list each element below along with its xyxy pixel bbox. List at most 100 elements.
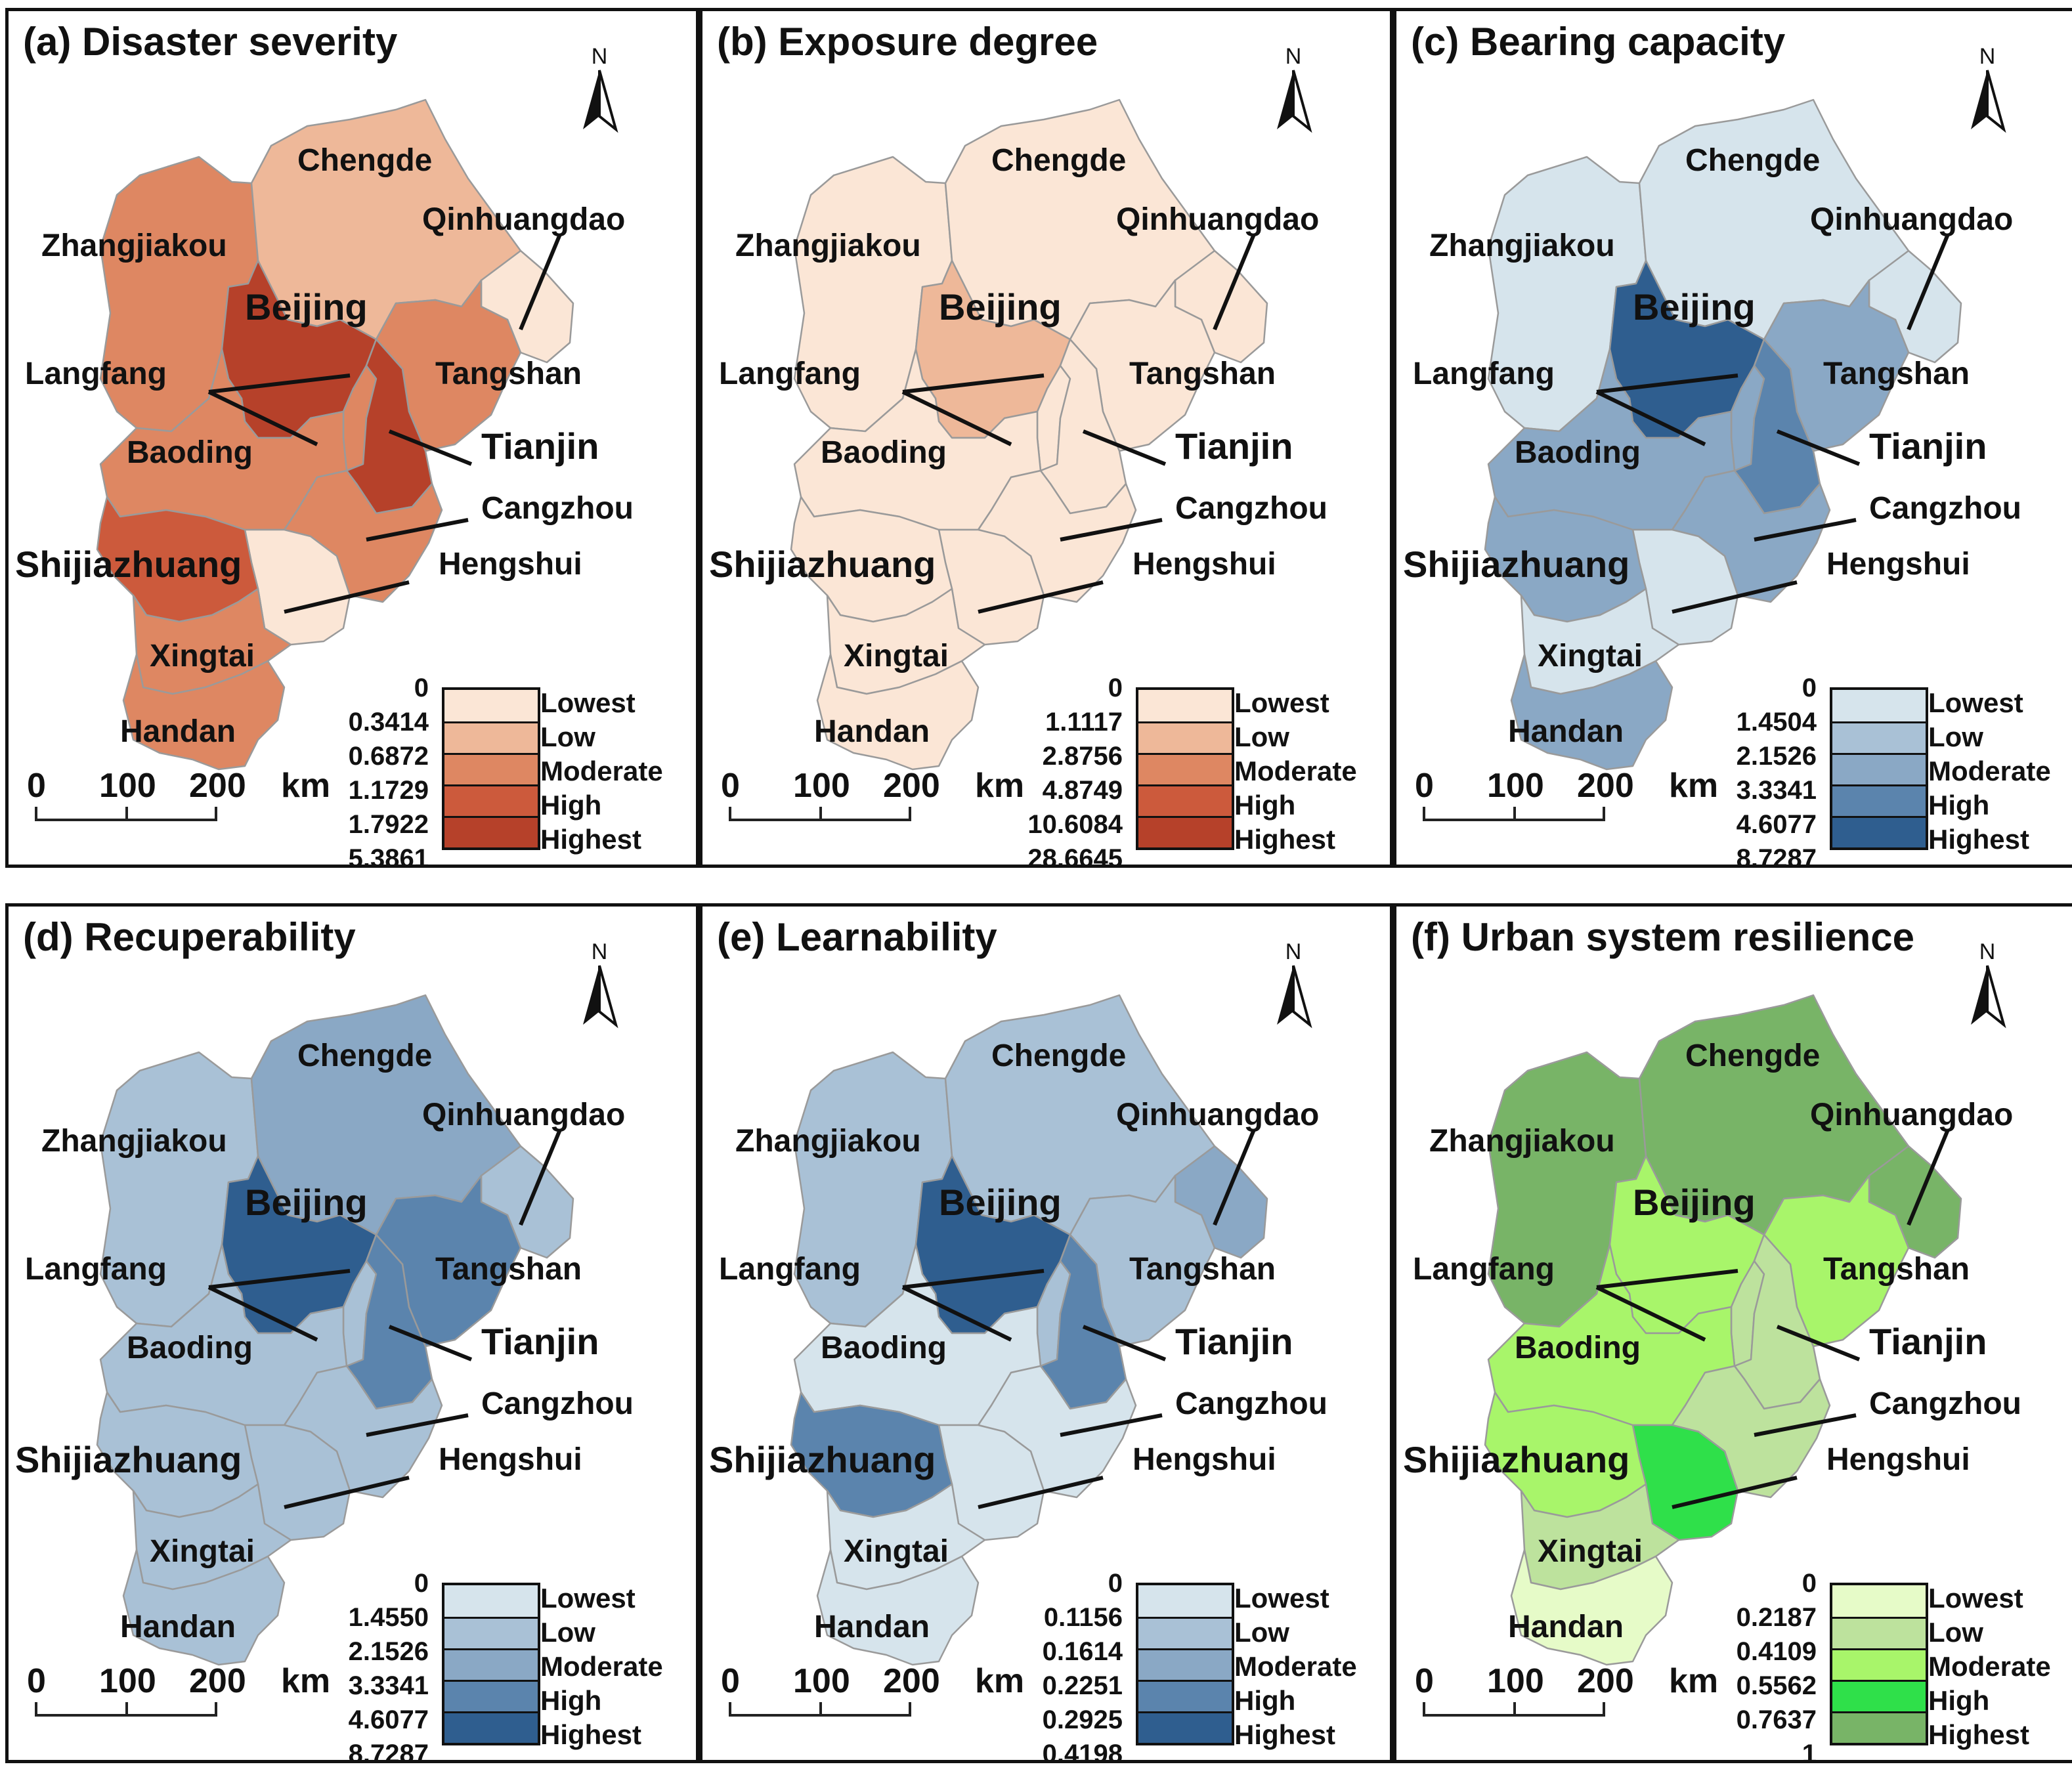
legend-class-label: Moderate (540, 1651, 663, 1682)
label-tianjin: Tianjin (481, 1321, 599, 1362)
leader-line (1060, 518, 1163, 542)
legend-class-label: Highest (1928, 1719, 2030, 1750)
label-tangshan: Tangshan (435, 356, 582, 391)
legend-swatch-4 (1832, 1680, 1926, 1711)
label-beijing: Beijing (245, 1182, 368, 1223)
leader-line (366, 518, 469, 542)
panel-title: (a) Disaster severity (23, 20, 398, 64)
label-qinhuangdao: Qinhuangdao (422, 1098, 626, 1132)
scale-label-100: 100 (99, 1662, 156, 1700)
scale-tick (215, 1702, 217, 1717)
leader-line (901, 390, 1012, 446)
label-hengshui: Hengshui (439, 1442, 582, 1477)
legend-swatch-2 (1832, 721, 1926, 753)
legend-swatch-4 (444, 784, 538, 816)
label-baoding: Baoding (1515, 1331, 1641, 1365)
scale-label-100: 100 (793, 767, 850, 805)
scale-bar: 0 100 200 km (22, 1661, 337, 1740)
leader-line (1907, 1128, 1950, 1226)
leader-line (902, 374, 1045, 394)
scale-unit: km (975, 767, 1025, 805)
legend-break-values: 0 1.4550 2.1526 3.3341 4.6077 8.7287 (317, 1566, 429, 1760)
scale-tick (729, 807, 731, 821)
label-baoding: Baoding (821, 435, 947, 470)
legend-class-label: Low (1234, 721, 1289, 752)
label-zhangjiakou: Zhangjiakou (735, 228, 921, 263)
leader-line (1595, 390, 1706, 446)
scale-label-200: 200 (1577, 767, 1634, 805)
legend-break-value: 28.6645 (1027, 844, 1123, 868)
leader-line (208, 374, 351, 394)
legend-swatch-3 (444, 753, 538, 784)
label-handan: Handan (120, 1610, 236, 1644)
legend-swatch-1 (1138, 690, 1232, 721)
legend-break-value: 1.7922 (348, 810, 429, 839)
north-label: N (1285, 939, 1302, 964)
leader-line (1082, 1325, 1167, 1361)
label-langfang: Langfang (1413, 356, 1555, 391)
label-tianjin: Tianjin (1869, 1321, 1987, 1362)
legend-class-labels: Lowest Low Moderate High Highest (540, 1581, 663, 1752)
legend-class-labels: Lowest Low Moderate High Highest (1234, 1581, 1357, 1752)
legend-class-label: Lowest (1234, 1583, 1329, 1614)
leader-line (207, 390, 318, 446)
legend-break-value: 4.8749 (1042, 776, 1123, 805)
scale-label-0: 0 (721, 767, 740, 805)
legend-swatch-2 (1832, 1617, 1926, 1648)
label-zhangjiakou: Zhangjiakou (41, 1124, 227, 1159)
region-map (790, 994, 1268, 1666)
label-qinhuangdao: Qinhuangdao (422, 202, 626, 237)
region-handan (122, 1549, 286, 1666)
legend-break-value: 4.6077 (1736, 810, 1817, 839)
label-chengde: Chengde (991, 1038, 1127, 1073)
scale-label-0: 0 (721, 1662, 740, 1700)
legend-class-label: Highest (1234, 1719, 1336, 1750)
label-handan: Handan (814, 714, 930, 749)
label-handan: Handan (120, 714, 236, 749)
region-handan (816, 653, 980, 771)
legend-break-value: 10.6084 (1027, 810, 1123, 839)
region-map (96, 994, 574, 1666)
region-map (96, 98, 574, 771)
legend-class-label: Highest (540, 824, 642, 855)
label-cangzhou: Cangzhou (1175, 491, 1327, 526)
label-tianjin: Tianjin (1175, 1321, 1293, 1362)
scale-bar: 0 100 200 km (716, 766, 1031, 845)
legend-swatches (1830, 687, 1928, 850)
panel-d: (d) Recuperability Chengde Qinhuangdao Z… (5, 903, 699, 1763)
legend-swatch-5 (1832, 1711, 1926, 1743)
leader-line (388, 1325, 473, 1361)
legend-class-label: Low (540, 721, 595, 752)
legend-swatches (442, 1583, 540, 1745)
label-cangzhou: Cangzhou (481, 491, 634, 526)
label-tianjin: Tianjin (481, 425, 599, 467)
legend-break-value: 1 (1802, 1740, 1817, 1763)
label-tangshan: Tangshan (1823, 1252, 1970, 1287)
label-xingtai: Xingtai (150, 639, 255, 674)
scale-unit: km (281, 767, 331, 805)
label-tianjin: Tianjin (1869, 425, 1987, 467)
panel-e: (e) Learnability Chengde Qinhuangdao Zha… (699, 903, 1393, 1763)
north-arrow-icon: N (1964, 44, 2010, 142)
scale-label-200: 200 (883, 767, 940, 805)
label-langfang: Langfang (25, 1252, 167, 1287)
region-map (790, 98, 1268, 771)
scale-label-100: 100 (793, 1662, 850, 1700)
label-tangshan: Tangshan (435, 1252, 582, 1287)
legend-class-labels: Lowest Low Moderate High Highest (1928, 1581, 2051, 1752)
region-map (1484, 98, 1962, 771)
label-langfang: Langfang (719, 356, 861, 391)
scale-bar: 0 100 200 km (716, 1661, 1031, 1740)
legend-swatch-2 (444, 1617, 538, 1648)
leader-line (902, 1269, 1045, 1289)
legend-swatch-2 (444, 721, 538, 753)
panel-a: (a) Disaster severity Chengde Qinhuangda… (5, 8, 699, 868)
panel-title: (c) Bearing capacity (1411, 20, 1786, 64)
panel-f: (f) Urban system resilience Chengde Qinh… (1393, 903, 2072, 1763)
scale-unit: km (1669, 767, 1719, 805)
legend-break-value: 0 (1802, 674, 1817, 702)
scale-label-100: 100 (1487, 767, 1544, 805)
scale-tick (125, 1702, 128, 1717)
leader-line (1213, 1128, 1256, 1226)
leader-line (1672, 1476, 1798, 1509)
